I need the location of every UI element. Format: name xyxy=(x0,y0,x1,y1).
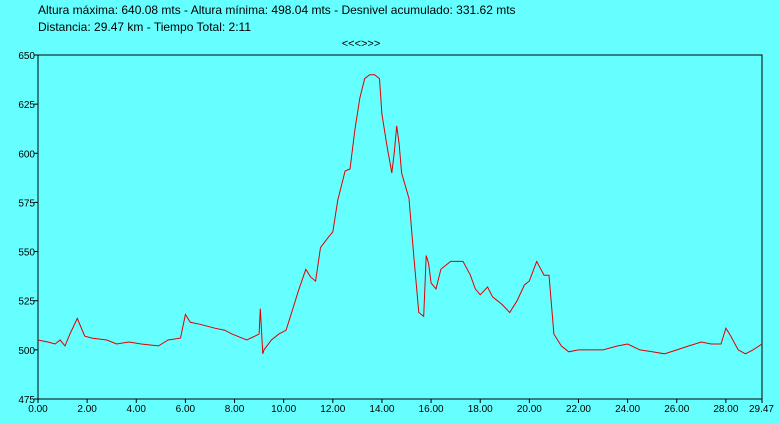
y-tick-label: 525 xyxy=(18,297,35,308)
x-tick-label: 12.00 xyxy=(320,404,345,415)
x-tick-label: 24.00 xyxy=(615,404,640,415)
y-tick-label: 475 xyxy=(18,395,35,406)
series-line xyxy=(37,74,763,355)
y-tick-label: 625 xyxy=(18,100,35,111)
x-tick-label: 2.00 xyxy=(77,404,97,415)
x-tick-label: 6.00 xyxy=(176,404,196,415)
y-tick-label: 550 xyxy=(18,248,35,259)
x-tick-label: 8.00 xyxy=(225,404,245,415)
x-tick-label: 0.00 xyxy=(28,404,48,415)
x-tick-label: 4.00 xyxy=(127,404,147,415)
y-tick-label: 650 xyxy=(18,51,35,62)
y-tick-label: 500 xyxy=(18,346,35,357)
x-tick-label: 22.00 xyxy=(566,404,591,415)
x-tick-label: 29.47 xyxy=(749,404,774,415)
plot-border xyxy=(37,54,763,400)
x-axis-ticks: 0.00 2.00 4.00 6.00 8.00 10.00 12.00 14.00 16.00… xyxy=(28,399,774,415)
summary-distance-time: Distancia: 29.47 km - Tiempo Total: 2:11 xyxy=(38,20,251,34)
y-tick-label: 575 xyxy=(18,198,35,209)
x-tick-label: 10.00 xyxy=(271,404,296,415)
plot-frame xyxy=(37,54,763,400)
chart-navigation[interactable]: <<<>>> xyxy=(341,38,381,50)
elevation-series xyxy=(37,74,763,355)
x-tick-label: 26.00 xyxy=(664,404,689,415)
plot-area xyxy=(38,55,762,399)
summary-altitude: Altura máxima: 640.08 mts - Altura mínim… xyxy=(38,3,516,17)
x-tick-label: 20.00 xyxy=(517,404,542,415)
x-tick-label: 14.00 xyxy=(369,404,394,415)
x-tick-label: 18.00 xyxy=(468,404,493,415)
x-tick-label: 16.00 xyxy=(419,404,444,415)
x-tick-label: 28.00 xyxy=(713,404,738,415)
y-axis-ticks: 475 500 525 550 575 600 625 650 xyxy=(18,51,38,406)
y-tick-label: 600 xyxy=(18,149,35,160)
